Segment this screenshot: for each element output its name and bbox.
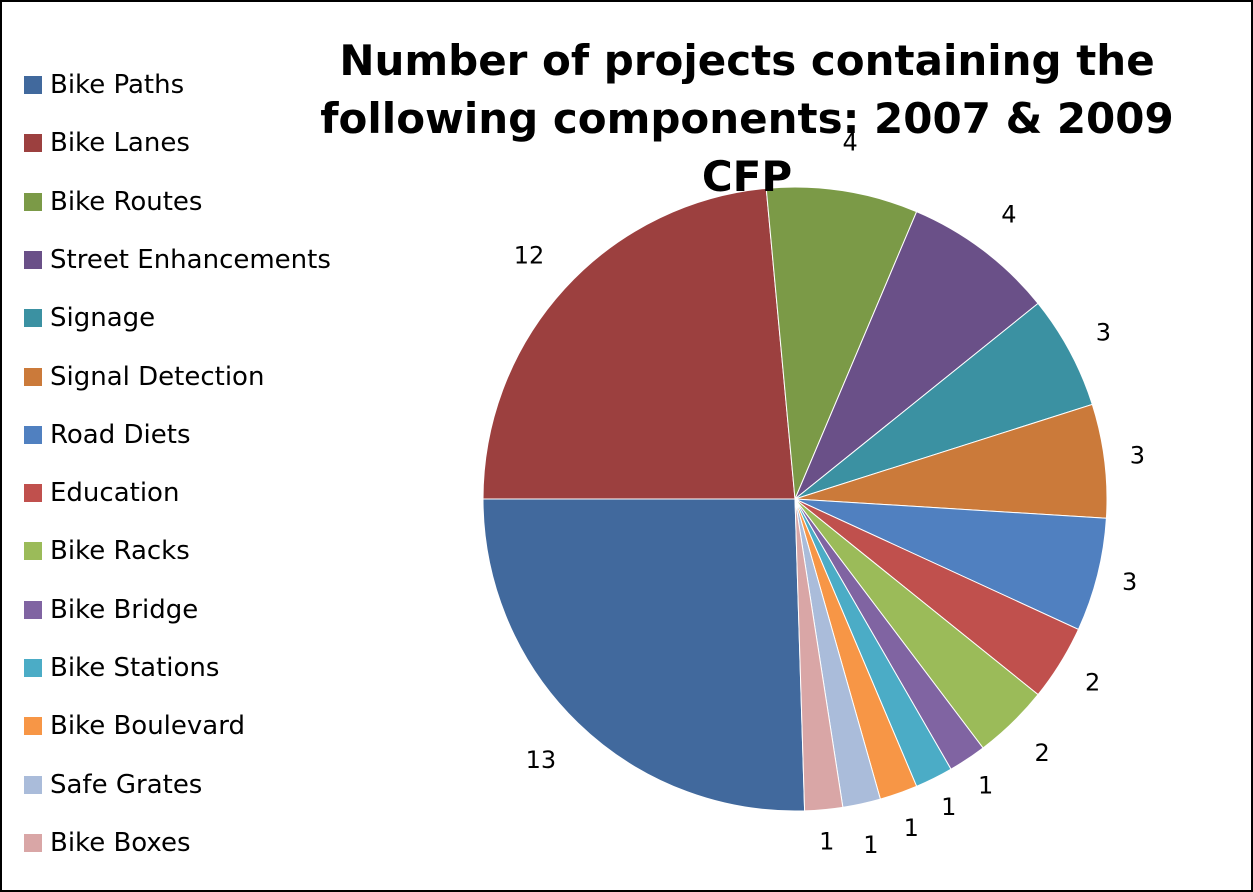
legend-swatch — [24, 76, 42, 94]
pie-data-label: 4 — [1001, 201, 1016, 229]
chart-title: Number of projects containing the follow… — [282, 32, 1212, 206]
pie-slices — [482, 186, 1108, 812]
pie-data-label: 3 — [1122, 568, 1137, 596]
pie-slice — [794, 211, 1039, 500]
legend-label: Bike Boulevard — [50, 711, 245, 742]
pie-data-label: 12 — [514, 242, 545, 270]
legend-swatch — [24, 309, 42, 328]
pie-data-label: 1 — [978, 772, 993, 800]
legend-label: Safe Grates — [50, 769, 203, 800]
legend-swatch — [24, 250, 42, 269]
legend-label: Bike Racks — [50, 536, 190, 567]
legend-label: Bike Routes — [50, 186, 203, 217]
legend-item: Bike Bridge — [24, 595, 198, 625]
legend-label: Bike Stations — [50, 653, 220, 683]
pie-data-label: 1 — [863, 831, 878, 859]
legend-item: Bike Routes — [24, 187, 202, 217]
legend-swatch — [24, 542, 42, 561]
legend-label: Road Diets — [50, 419, 191, 450]
legend-item: Signage — [24, 303, 155, 333]
legend-item: Bike Paths — [24, 70, 184, 100]
pie-data-label: 1 — [904, 814, 919, 842]
legend-item: Street Enhancements — [24, 245, 331, 275]
legend-label: Education — [50, 478, 180, 509]
pie-data-label: 3 — [1096, 318, 1111, 346]
legend-item: Safe Grates — [24, 770, 202, 800]
legend-swatch — [24, 192, 42, 211]
legend-swatch — [24, 833, 42, 852]
legend-item: Road Diets — [24, 420, 191, 450]
pie-data-label: 3 — [1130, 442, 1145, 470]
legend-swatch — [24, 425, 42, 444]
legend-item: Bike Lanes — [24, 128, 190, 158]
chart-title-line-2: following components: 2007 & 2009 CFP — [320, 94, 1174, 201]
legend-swatch — [24, 484, 42, 503]
legend-label: Signage — [50, 303, 156, 334]
pie-slice — [765, 186, 918, 500]
pie-data-label: 2 — [1034, 739, 1049, 767]
legend-label: Bike Lanes — [50, 128, 190, 159]
legend-item: Signal Detection — [24, 362, 264, 392]
pie-data-label: 1 — [819, 828, 834, 856]
legend-item: Education — [24, 478, 179, 508]
pie-data-label: 1 — [941, 793, 956, 821]
chart-title-line-1: Number of projects containing the — [339, 36, 1155, 85]
legend-swatch — [24, 775, 42, 794]
legend-label: Street Enhancements — [50, 244, 331, 275]
pie-data-label: 4 — [843, 128, 858, 156]
pie-data-label: 13 — [526, 746, 557, 774]
legend-swatch — [24, 659, 42, 677]
legend-swatch — [24, 717, 42, 736]
legend-item: Bike Racks — [24, 536, 190, 566]
legend-label: Bike Bridge — [50, 594, 199, 625]
pie-slice — [482, 187, 796, 500]
pie-slice — [482, 498, 806, 812]
legend-swatch — [24, 134, 42, 153]
legend-label: Bike Boxes — [50, 827, 191, 858]
legend-item: Bike Stations — [24, 653, 219, 683]
legend-item: Bike Boulevard — [24, 711, 245, 741]
legend-label: Signal Detection — [50, 361, 265, 392]
pie-slice — [794, 498, 844, 812]
legend-label: Bike Paths — [50, 70, 185, 100]
pie-data-label: 2 — [1085, 668, 1100, 696]
legend-swatch — [24, 367, 42, 386]
legend-swatch — [24, 600, 42, 619]
legend-item: Bike Boxes — [24, 828, 191, 858]
